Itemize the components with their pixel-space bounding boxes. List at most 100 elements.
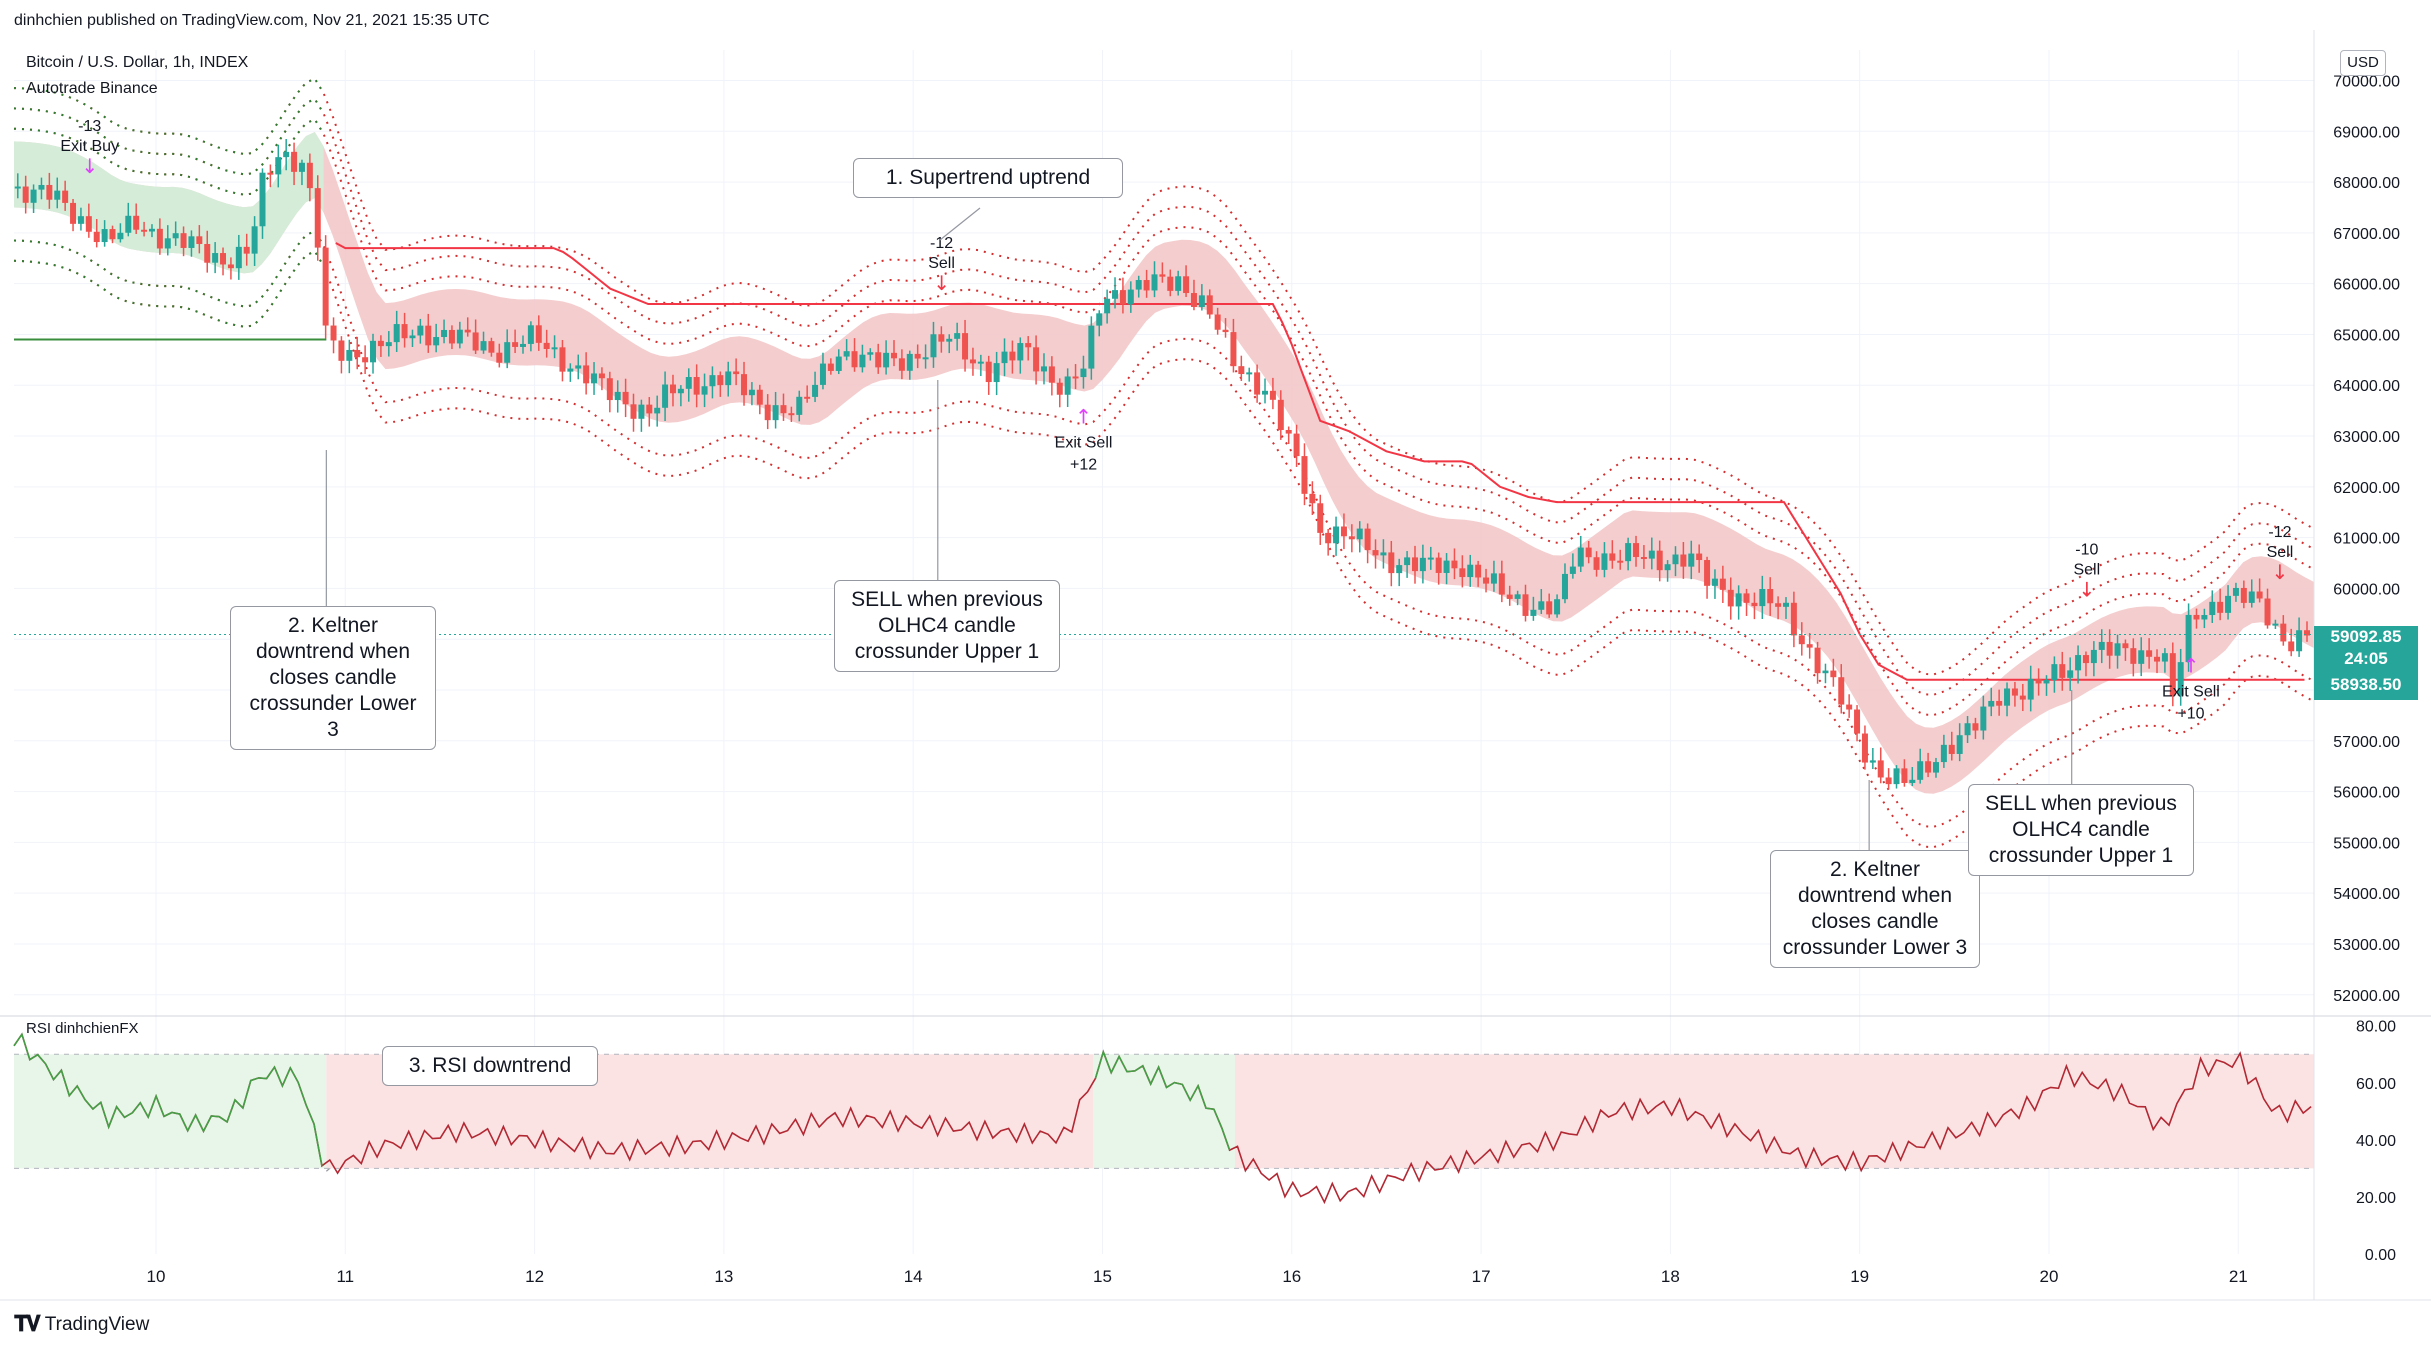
- candle-body: [1396, 565, 1403, 574]
- candle-body: [622, 391, 629, 405]
- price-tag-value: 59092.85: [2330, 627, 2402, 646]
- candle-body: [472, 332, 479, 351]
- price-tick-label: 63000.00: [2333, 429, 2400, 446]
- candle-body: [101, 229, 108, 243]
- candle-body: [180, 233, 187, 248]
- candle-body: [77, 216, 84, 224]
- candle-body: [1838, 677, 1845, 705]
- annotation-line: crossunder Upper 1: [854, 640, 1040, 663]
- candle-body: [54, 190, 61, 200]
- price-tick-label: 62000.00: [2333, 480, 2400, 497]
- annotation-keltner-1: 2. Keltner downtrend when closes candle …: [230, 606, 436, 750]
- candle-body: [1198, 295, 1205, 307]
- candle-body: [1775, 603, 1782, 607]
- candle-body: [1633, 543, 1640, 558]
- candle-body: [1648, 550, 1655, 559]
- rsi-title[interactable]: RSI dinhchienFX: [26, 1020, 139, 1037]
- annotation-keltner-2: 2. Keltner downtrend when closes candle …: [1770, 850, 1980, 968]
- candle-body: [575, 365, 582, 369]
- time-tick-label: 14: [904, 1267, 923, 1286]
- candle-body: [1656, 550, 1663, 571]
- candle-body: [1893, 768, 1900, 785]
- candle-body: [638, 404, 645, 419]
- keltner-fill: [14, 132, 2314, 794]
- time-tick-label: 10: [147, 1267, 166, 1286]
- strategy-label[interactable]: Autotrade Binance: [26, 80, 158, 97]
- time-tick-label: 13: [714, 1267, 733, 1286]
- candle-body: [1759, 589, 1766, 607]
- candle-body: [1088, 325, 1095, 369]
- candle-body: [164, 238, 171, 249]
- candle-body: [1996, 700, 2003, 706]
- candle-body: [2130, 648, 2137, 664]
- signal-label: Sell: [928, 255, 955, 272]
- candle-body: [1104, 298, 1111, 314]
- candle-body: [2114, 643, 2121, 656]
- candle-body: [298, 162, 305, 172]
- candle-body: [275, 157, 282, 175]
- footer-logo[interactable]: 𝐓𝐕 TradingView: [14, 1312, 149, 1337]
- symbol-title[interactable]: Bitcoin / U.S. Dollar, 1h, INDEX: [26, 54, 249, 71]
- price-tick-label: 60000.00: [2333, 581, 2400, 598]
- candle-body: [1901, 768, 1908, 783]
- candle-body: [251, 226, 258, 254]
- candle-body: [914, 353, 921, 359]
- candle-body: [1601, 553, 1608, 570]
- signal-arrow-down-icon: ↓: [933, 271, 950, 295]
- candle-body: [867, 352, 874, 355]
- candle-body: [519, 343, 526, 347]
- candle-body: [2217, 601, 2224, 613]
- price-tick-label: 70000.00: [2333, 73, 2400, 90]
- candle-body: [1451, 560, 1458, 569]
- candle-body: [1301, 456, 1308, 494]
- candle-body: [464, 329, 471, 333]
- candle-body: [291, 151, 298, 172]
- candle-body: [1459, 568, 1466, 578]
- candle-body: [1751, 602, 1758, 607]
- price-tag-prev: 58938.50: [2314, 674, 2418, 700]
- candle-body: [38, 184, 45, 190]
- candle-body: [2296, 630, 2303, 652]
- candle-body: [1143, 280, 1150, 291]
- candle-body: [2248, 591, 2255, 603]
- candle-body: [906, 353, 913, 371]
- signal-label: Sell: [2267, 544, 2294, 561]
- candle-body: [1498, 573, 1505, 595]
- candle-body: [891, 352, 898, 359]
- time-tick-label: 18: [1661, 1267, 1680, 1286]
- candle-body: [133, 215, 140, 230]
- candle-body: [2240, 587, 2247, 603]
- candle-body: [1080, 368, 1087, 378]
- candle-body: [1672, 554, 1679, 565]
- candle-body: [559, 347, 566, 372]
- candle-body: [1940, 744, 1947, 763]
- annotation-line: downtrend when: [255, 640, 411, 663]
- candle-body: [669, 384, 676, 394]
- candle-body: [772, 405, 779, 421]
- time-tick-label: 17: [1472, 1267, 1491, 1286]
- candle-body: [409, 335, 416, 339]
- candle-body: [1277, 399, 1284, 430]
- signal-arrow-up-icon: ↑: [2183, 654, 2200, 678]
- candle-body: [1688, 553, 1695, 567]
- signal-arrow-down-icon: ↓: [2078, 577, 2095, 601]
- annotation-line: closes candle: [269, 666, 397, 689]
- candle-body: [322, 247, 329, 326]
- price-tick-label: 64000.00: [2333, 378, 2400, 395]
- currency-button[interactable]: USD: [2340, 50, 2386, 76]
- candle-body: [62, 190, 69, 203]
- candle-body: [1404, 557, 1411, 566]
- candle-body: [1033, 347, 1040, 372]
- candle-body: [1159, 274, 1166, 277]
- candle-body: [1269, 390, 1276, 400]
- candle-body: [1285, 429, 1292, 434]
- candle-body: [1854, 709, 1861, 734]
- candle-body: [1664, 564, 1671, 571]
- rsi-line-green: [1094, 1049, 1231, 1151]
- candle-body: [172, 233, 179, 239]
- price-tick-label: 54000.00: [2333, 886, 2400, 903]
- candle-body: [1696, 553, 1703, 561]
- candle-body: [875, 352, 882, 368]
- keltner-upper-1-green: [13, 118, 325, 196]
